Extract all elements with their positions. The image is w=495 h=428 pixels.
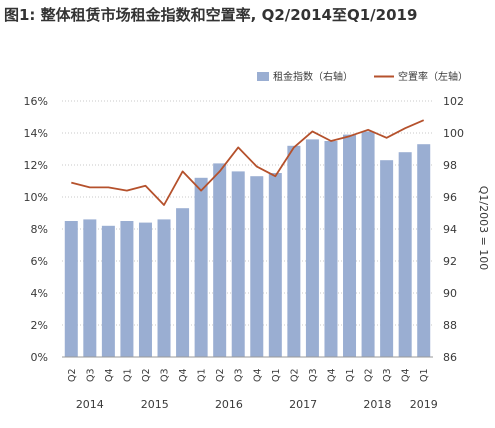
bar <box>398 152 412 357</box>
bar <box>287 145 301 357</box>
bar <box>176 208 190 357</box>
left-axis-tick-label: 2% <box>31 319 48 332</box>
category-label: Q3 <box>85 368 96 382</box>
legend: 租金指数（右轴） 空置率（左轴） <box>257 70 468 83</box>
bar <box>380 160 394 357</box>
category-label: Q4 <box>104 368 115 382</box>
year-label: 2017 <box>289 398 317 411</box>
category-label: Q2 <box>364 368 375 382</box>
legend-label-line: 空置率（左轴） <box>398 70 468 83</box>
right-axis-tick-label: 86 <box>443 351 457 364</box>
left-axis-tick-label: 8% <box>31 223 48 236</box>
left-axis-tick-label: 0% <box>31 351 48 364</box>
right-axis-tick-label: 98 <box>443 159 457 172</box>
bar <box>305 139 319 357</box>
category-label: Q4 <box>178 368 189 382</box>
bar <box>361 131 375 357</box>
left-axis-tick-label: 12% <box>24 159 48 172</box>
right-axis-tick-label: 100 <box>443 127 464 140</box>
right-axis-tick-label: 88 <box>443 319 457 332</box>
bar <box>213 163 227 357</box>
bar <box>268 173 282 357</box>
year-label: 2016 <box>215 398 243 411</box>
left-axis-tick-label: 10% <box>24 191 48 204</box>
bar <box>417 144 431 357</box>
category-label: Q2 <box>141 368 152 382</box>
right-axis-tick-label: 90 <box>443 287 457 300</box>
bar <box>343 134 357 357</box>
vacancy-line <box>71 119 425 206</box>
category-label: Q3 <box>160 368 171 382</box>
left-axis-tick-label: 14% <box>24 127 48 140</box>
bar <box>83 219 97 357</box>
category-label: Q3 <box>382 368 393 382</box>
bar <box>101 225 115 357</box>
category-label: Q3 <box>308 368 319 382</box>
category-label: Q3 <box>234 368 245 382</box>
category-label: Q2 <box>289 368 300 382</box>
category-label: Q4 <box>252 368 263 382</box>
left-axis-tick-label: 4% <box>31 287 48 300</box>
bar <box>157 219 171 357</box>
legend-swatch-bar <box>257 72 269 81</box>
right-axis-tick-label: 102 <box>443 95 464 108</box>
right-axis-title: Q1/2003 = 100 <box>477 186 490 271</box>
right-axis-tick-label: 96 <box>443 191 457 204</box>
gridlines <box>62 100 433 358</box>
category-label: Q1 <box>197 368 208 382</box>
left-axis-tick-label: 16% <box>24 95 48 108</box>
left-axis-tick-label: 6% <box>31 255 48 268</box>
category-label: Q1 <box>345 368 356 382</box>
category-label: Q4 <box>401 368 412 382</box>
year-label: 2015 <box>141 398 169 411</box>
bar <box>64 221 78 357</box>
bar <box>231 171 245 357</box>
bar-series <box>64 131 431 357</box>
category-label: Q1 <box>271 368 282 382</box>
bar <box>194 177 208 357</box>
year-label: 2014 <box>76 398 104 411</box>
right-axis-tick-label: 94 <box>443 223 457 236</box>
year-label: 2018 <box>363 398 391 411</box>
bar <box>324 141 338 357</box>
chart-title: 图1: 整体租赁市场租金指数和空置率, Q2/2014至Q1/2019 <box>4 6 418 24</box>
category-label: Q1 <box>419 368 430 382</box>
line-series <box>71 119 425 206</box>
category-label: Q4 <box>327 368 338 382</box>
year-label: 2019 <box>410 398 438 411</box>
category-label: Q2 <box>67 368 78 382</box>
bar <box>138 222 152 357</box>
bar <box>120 221 134 357</box>
legend-label-bar: 租金指数（右轴） <box>273 70 353 83</box>
axes: 0% 2% 4% 6% 8% 10% 12% 14% 16% 86 88 90 92 94 96 98 100 1… <box>24 95 464 411</box>
right-axis-tick-label: 92 <box>443 255 457 268</box>
category-label: Q2 <box>215 368 226 382</box>
bar <box>250 176 264 357</box>
category-label: Q1 <box>122 368 133 382</box>
